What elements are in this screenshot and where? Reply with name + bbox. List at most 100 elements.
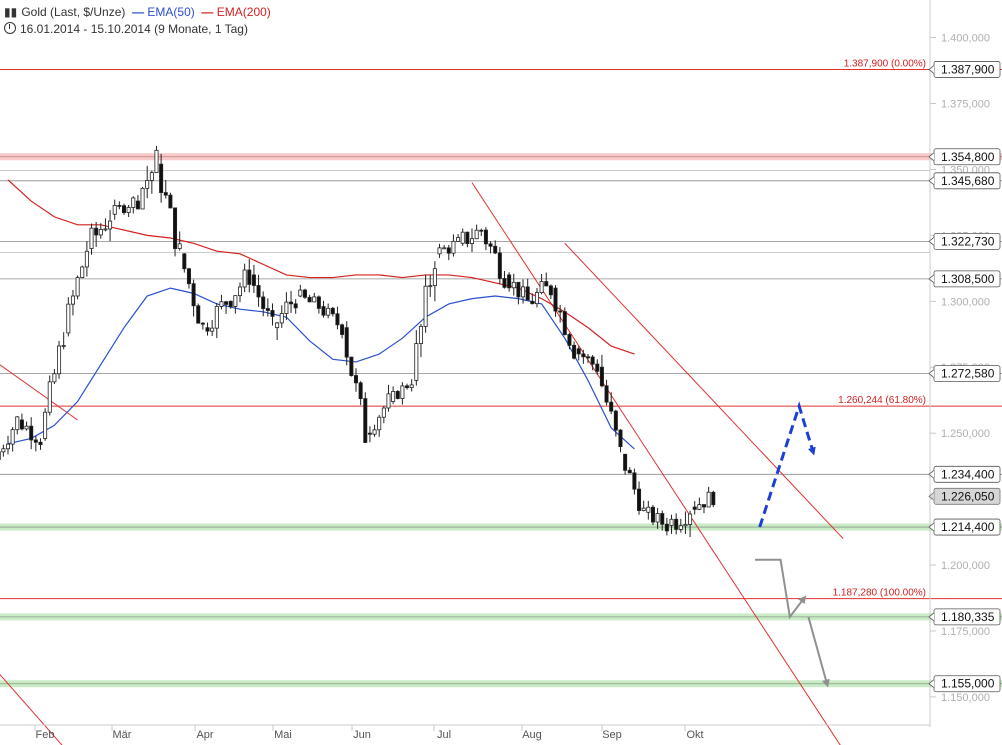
candle [409,379,414,392]
trendline [0,673,63,745]
chart-header: ▮▮ Gold (Last, $/Unze) — EMA(50) — EMA(2… [4,5,271,19]
candle [530,293,535,305]
candle [507,272,512,292]
candle [10,426,15,452]
candle [674,513,679,535]
candle [558,304,563,323]
candle [233,295,238,314]
candle [521,279,526,304]
candle [460,228,465,246]
candle [479,228,484,236]
candle [177,231,182,251]
candle [511,273,516,296]
candle [47,375,52,416]
candle [108,210,113,242]
period-label: 16.01.2014 - 15.10.2014 (9 Monate, 1 Tag… [20,22,248,36]
candle [632,468,637,495]
candle [363,392,368,443]
price-level-label: 1.155,000 [941,677,995,691]
candle [660,510,665,531]
candle [145,165,150,199]
ema50-line [7,287,635,450]
ema200-legend-swatch: — [201,5,214,19]
fibo-annotation: 1.187,280 (100.00%) [833,588,926,599]
candle [312,292,317,303]
candle [24,421,29,431]
clock-icon [4,22,16,34]
candle [112,199,117,220]
candle [456,234,461,243]
candle [497,247,502,284]
candle [627,467,632,474]
candle [261,291,266,317]
ema50-legend-label: EMA(50) [147,5,195,19]
candle [66,297,71,337]
candle [586,353,591,363]
candle [98,223,103,239]
candle [702,504,707,514]
x-tick-label: Okt [686,729,703,741]
x-tick-label: Sep [602,729,622,741]
candle [89,223,94,255]
x-tick-label: Apr [196,729,213,741]
fibo-annotation: 1.260,244 (61.80%) [838,395,926,406]
bar-chart-icon: ▮▮ [4,5,18,19]
candle [196,303,201,324]
fibo-annotation: 1.387,900 (0.00%) [844,58,926,69]
candle [669,514,674,534]
y-tick-label: 1.200,000 [941,560,990,572]
candle [437,243,442,258]
candle [321,300,326,318]
candle [400,382,405,405]
y-tick-label: 1.175,000 [941,626,990,638]
bearish-scenario-arrow [807,616,830,688]
price-level-pointer [928,152,935,162]
candle [210,319,215,337]
candle [70,290,75,316]
candle [242,263,247,293]
candle [595,359,600,375]
price-level-label: 1.308,500 [941,272,995,286]
trendline [0,364,78,421]
bearish-scenario-arrow [755,558,807,620]
price-level-pointer [928,679,935,689]
price-level-pointer [928,469,935,479]
price-level-pointer [928,612,935,622]
candle [516,281,521,305]
candle [609,392,614,415]
price-level-pointer [928,522,935,532]
x-tick-label: Aug [522,729,542,741]
y-tick-label: 1.250,000 [941,428,990,440]
candle [386,384,391,412]
candle [367,426,372,443]
candle [205,322,210,336]
candle [493,240,498,255]
ema50-legend-swatch: — [132,5,145,19]
candle [256,274,261,307]
candle [251,264,256,294]
candle [534,287,539,308]
trendline [564,242,844,539]
candle [706,486,711,508]
candle [381,405,386,424]
candle [641,500,646,512]
candle [1,444,6,457]
x-tick-label: Feb [36,729,55,741]
candle [298,284,303,298]
candle [302,288,307,299]
candle [451,234,456,257]
price-level-pointer [928,176,935,186]
candle [154,145,159,174]
candle [94,221,99,247]
candle [57,340,62,379]
price-level-pointer [928,237,935,246]
candle [655,508,660,529]
y-tick-label: 1.150,000 [941,692,990,704]
candle [19,413,24,431]
instrument-label: Gold (Last, $/Unze) [21,5,126,19]
candle [219,294,224,310]
candle [103,218,108,232]
candle [349,356,354,377]
candle [405,383,410,390]
